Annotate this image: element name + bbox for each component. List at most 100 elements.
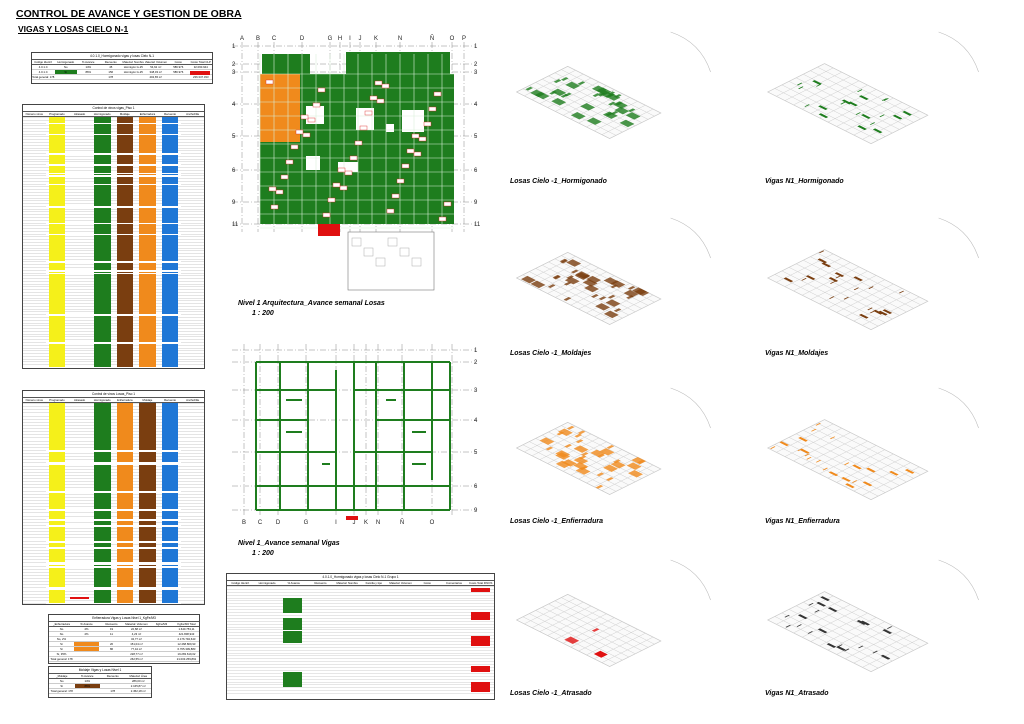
table-cell: 1.640.753,11 (178, 627, 195, 631)
table-row (227, 693, 494, 695)
moldajes-summary-caption: Moldaje Vigas y Losas Nivel 1 (49, 667, 151, 674)
view-label: Losas Cielo -1_Moldajes (510, 350, 592, 357)
vigas-plan-scale: 1 : 200 (252, 550, 274, 557)
moldajes-summary-header: _Moldaje % Avance Recuento Material: Área (49, 674, 151, 679)
table-cell: 2.165,87 m² (130, 684, 146, 688)
element-beam (904, 468, 915, 474)
column-header: Recuento (314, 581, 327, 585)
slab-tag (337, 167, 346, 173)
table-row (23, 446, 204, 448)
grid-axis-label: K (364, 520, 368, 526)
atrasado-cell (471, 666, 490, 672)
element-beam (808, 602, 814, 606)
grid-axis-label: B (242, 520, 246, 526)
element-beam (796, 624, 802, 627)
table-row (23, 253, 204, 255)
grid-axis-label: 4 (474, 418, 478, 424)
element-beam (855, 112, 861, 115)
table-row (23, 543, 204, 545)
element-slab (566, 259, 582, 267)
slab-tag (322, 212, 331, 218)
table-row (227, 649, 494, 651)
element-beam (852, 464, 862, 470)
table-row (227, 684, 494, 686)
losas-plan-scale: 1 : 200 (252, 310, 274, 317)
element-beam (812, 80, 822, 85)
table-row (23, 211, 204, 213)
element-beam (828, 471, 839, 477)
element-slab (614, 106, 630, 115)
slab-tag (290, 144, 299, 150)
table-row (227, 641, 494, 642)
table-cell: 86% (85, 70, 92, 74)
element-slab (562, 459, 577, 467)
table-row: Total general: 178 178 402,65 m³ 236.347.33… (32, 75, 212, 80)
table-row (23, 200, 204, 202)
grid-axis-label: D (276, 520, 281, 526)
table-row (23, 590, 204, 592)
table-row (23, 147, 204, 149)
element-slab (563, 281, 572, 286)
table-row (23, 169, 204, 171)
element-slab (573, 462, 589, 470)
element-beam (892, 114, 903, 120)
table-row (23, 503, 204, 504)
losa-axonometric-view (505, 540, 735, 700)
table-row (23, 568, 204, 570)
table-row (23, 512, 204, 514)
table-row (23, 443, 204, 445)
grid-axis-label: B (256, 36, 260, 42)
element-beam (815, 422, 821, 426)
grid-axis-label: 11 (474, 222, 481, 228)
table-row (23, 496, 204, 498)
table-cell (149, 647, 174, 651)
table-row (23, 574, 204, 576)
table-cell (149, 632, 174, 636)
table-row (23, 593, 204, 595)
slab-tag (354, 140, 363, 146)
element-slab (597, 453, 605, 458)
table-row (23, 297, 204, 299)
table-cell: Total general: 178 (32, 75, 55, 79)
table-row (23, 355, 204, 357)
element-slab (615, 101, 623, 106)
table-row (23, 456, 204, 458)
element-slab (596, 472, 605, 477)
slab-tag (406, 148, 415, 154)
table-row (23, 311, 204, 313)
slab-tag (401, 163, 410, 169)
slab-tag (307, 117, 316, 123)
table-cell: Sí (60, 642, 63, 646)
slab-tag (423, 121, 432, 127)
table-row (23, 484, 204, 486)
element-slab (555, 460, 571, 469)
bottom-detail-caption: 4.0.1.0_Hormigonado vigas y losas Cielo … (227, 574, 494, 581)
view-label: Losas Cielo -1_Atrasado (510, 690, 592, 697)
element-beam (837, 644, 843, 647)
element-slab (565, 81, 581, 90)
slab-tag (265, 79, 274, 85)
table-row (227, 635, 494, 637)
table-row (23, 189, 204, 191)
element-beam (804, 453, 810, 457)
table-row (23, 347, 204, 349)
column-header: Comentarios (446, 581, 462, 585)
table-row (23, 364, 204, 366)
table-row (23, 136, 204, 138)
element-beam (883, 98, 889, 101)
element-slab (592, 93, 601, 97)
column-header: KgFe/M3 Total (177, 622, 196, 626)
table-row (227, 664, 494, 666)
element-beam (844, 648, 850, 652)
table-cell: 4,23 m³ (131, 632, 142, 636)
table-row (23, 180, 204, 182)
table-cell: 14% (84, 679, 91, 683)
slab-tag (428, 106, 437, 112)
table-row (227, 586, 494, 587)
element-slab (560, 77, 569, 81)
column-header: Hormigonado (57, 60, 75, 64)
element-beam (796, 82, 803, 86)
column-header: Recuento (164, 398, 177, 402)
table-cell (167, 75, 190, 79)
slab-hormigonado (262, 54, 310, 74)
